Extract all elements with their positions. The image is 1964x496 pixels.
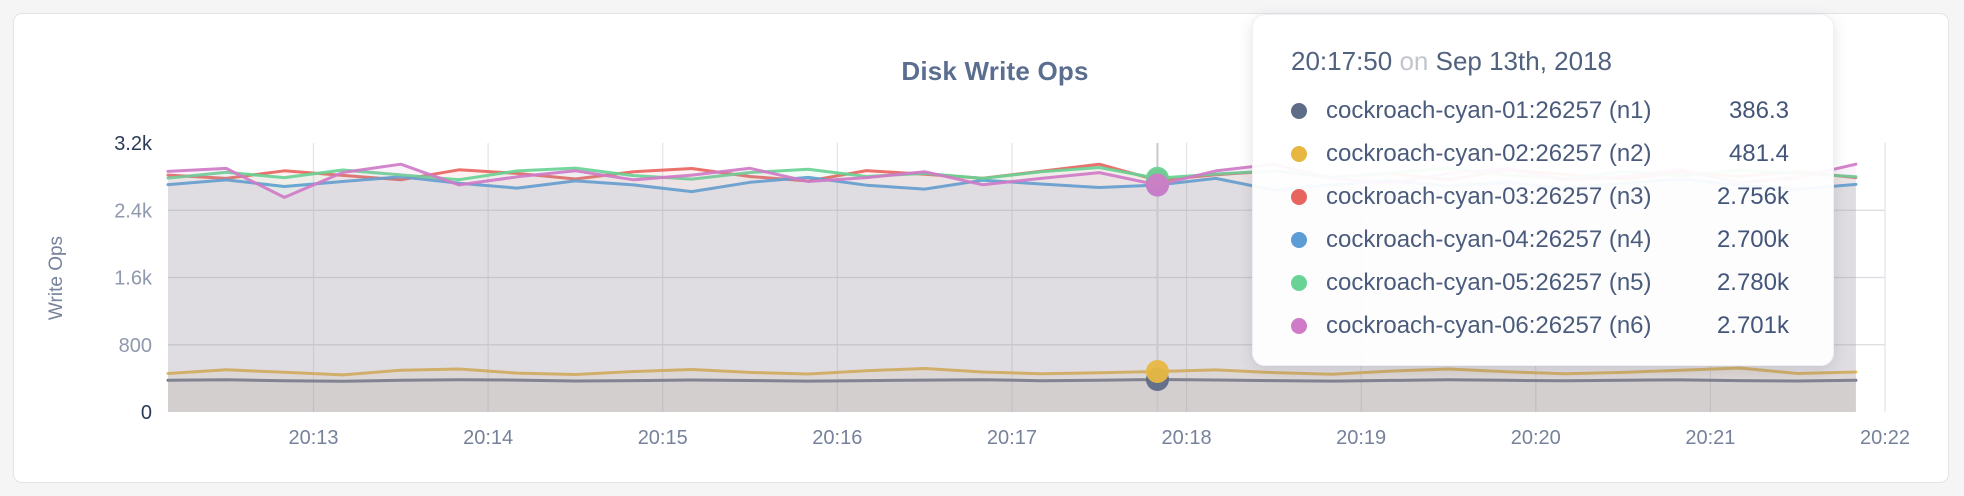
series-color-dot-icon (1291, 317, 1307, 334)
tooltip-series-value: 386.3 (1728, 96, 1789, 124)
chart-title: Disk Write Ops (901, 56, 1089, 86)
x-axis-tick-label: 20:20 (1511, 427, 1561, 449)
series-line (166, 366, 1858, 377)
tooltip-series-label: cockroach-cyan-04:26257 (n4) (1326, 225, 1652, 253)
tooltip-series-value: 2.780k (1716, 268, 1789, 296)
x-axis-tick-label: 20:19 (1336, 427, 1386, 449)
series-color-dot-icon (1291, 274, 1307, 291)
x-axis-tick-label: 20:22 (1860, 427, 1910, 449)
x-axis-tick-label: 20:16 (812, 427, 862, 449)
tooltip-series-value: 2.700k (1716, 225, 1789, 253)
hover-point[interactable] (1145, 360, 1169, 384)
y-axis-tick-label: 800 (119, 335, 152, 357)
x-axis-tick-label: 20:14 (463, 427, 513, 449)
tooltip-rows: cockroach-cyan-01:26257 (n1) 386.3 cockroa… (1291, 89, 1789, 347)
tooltip-row: cockroach-cyan-03:26257 (n3) 2.756k (1291, 175, 1789, 218)
series-color-dot-icon (1291, 188, 1307, 205)
tooltip-row: cockroach-cyan-04:26257 (n4) 2.700k (1291, 218, 1789, 261)
tooltip-row: cockroach-cyan-02:26257 (n2) 481.4 (1291, 132, 1789, 175)
tooltip-row: cockroach-cyan-01:26257 (n1) 386.3 (1291, 89, 1789, 132)
tooltip-time: 20:17:50 (1291, 46, 1393, 76)
hover-point[interactable] (1145, 173, 1169, 197)
tooltip-on-word: on (1399, 46, 1429, 76)
x-axis-tick-label: 20:21 (1685, 427, 1735, 449)
y-axis-tick-label: 2.4k (114, 200, 153, 222)
series-color-dot-icon (1291, 145, 1307, 162)
x-axis-tick-label: 20:18 (1162, 427, 1212, 449)
tooltip-series-label: cockroach-cyan-03:26257 (n3) (1326, 182, 1652, 210)
tooltip-series-value: 2.756k (1716, 182, 1789, 210)
series-area (168, 379, 1856, 412)
tooltip-series-label: cockroach-cyan-02:26257 (n2) (1326, 139, 1652, 167)
y-axis-tick-label: 1.6k (114, 268, 153, 290)
tooltip-series-value: 2.701k (1716, 311, 1789, 339)
x-axis-tick-label: 20:15 (638, 427, 688, 449)
tooltip-series-value: 481.4 (1728, 139, 1789, 167)
tooltip-series-label: cockroach-cyan-05:26257 (n5) (1326, 268, 1652, 296)
series-color-dot-icon (1291, 231, 1307, 248)
x-axis-tick-label: 20:13 (288, 427, 338, 449)
tooltip-series-label: cockroach-cyan-01:26257 (n1) (1326, 96, 1652, 124)
tooltip-row: cockroach-cyan-06:26257 (n6) 2.701k (1291, 304, 1789, 347)
chart-tooltip: 20:17:50 on Sep 13th, 2018 cockroach-cya… (1252, 14, 1834, 366)
series-area (168, 368, 1856, 412)
x-axis-tick-label: 20:17 (987, 427, 1037, 449)
tooltip-row: cockroach-cyan-05:26257 (n5) 2.780k (1291, 261, 1789, 304)
tooltip-date: Sep 13th, 2018 (1435, 46, 1612, 76)
series-color-dot-icon (1291, 102, 1307, 119)
y-axis-tick-label: 3.2k (114, 133, 153, 155)
y-axis-title: Write Ops (46, 236, 67, 320)
tooltip-timestamp: 20:17:50 on Sep 13th, 2018 (1291, 45, 1789, 77)
tooltip-series-label: cockroach-cyan-06:26257 (n6) (1326, 311, 1652, 339)
series-line (166, 378, 1858, 383)
y-axis-tick-label: 0 (141, 402, 152, 424)
